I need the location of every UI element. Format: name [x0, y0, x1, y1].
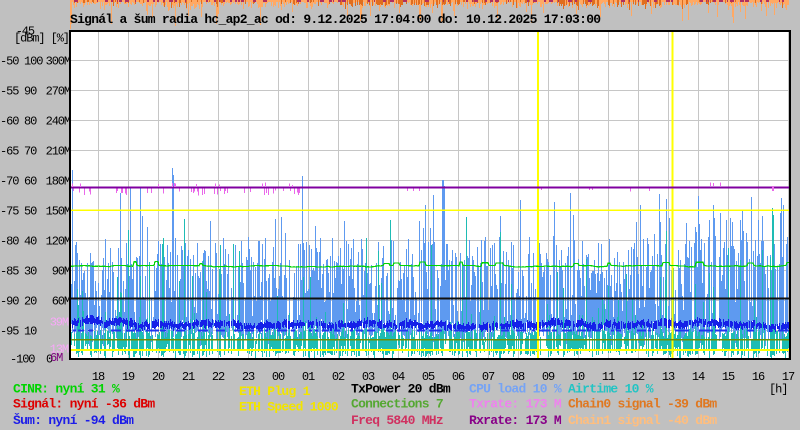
svg-text:300M: 300M: [46, 55, 71, 69]
svg-text:60M: 60M: [52, 295, 71, 309]
svg-text:11: 11: [602, 370, 615, 384]
svg-text:20: 20: [24, 295, 37, 309]
svg-text:-50: -50: [0, 55, 19, 69]
svg-text:12: 12: [632, 370, 645, 384]
svg-text:-80: -80: [0, 235, 19, 249]
svg-text:Connections 7: Connections 7: [351, 397, 443, 412]
svg-text:16: 16: [752, 370, 765, 384]
svg-text:180M: 180M: [46, 175, 71, 189]
svg-text:39M: 39M: [50, 316, 69, 330]
svg-text:-90: -90: [0, 295, 19, 309]
svg-text:Signál: nyní -36 dBm: Signál: nyní -36 dBm: [13, 397, 155, 412]
svg-text:80: 80: [24, 115, 37, 129]
svg-text:-95: -95: [0, 325, 19, 339]
svg-text:6M: 6M: [50, 351, 63, 365]
svg-text:Airtime 10 %: Airtime 10 %: [568, 382, 654, 397]
svg-text:10: 10: [24, 325, 37, 339]
svg-text:210M: 210M: [46, 145, 71, 159]
svg-text:18: 18: [92, 370, 105, 384]
svg-text:Rxrate: 173 M: Rxrate: 173 M: [469, 413, 562, 428]
svg-text:20: 20: [152, 370, 165, 384]
svg-text:-60: -60: [0, 115, 19, 129]
svg-text:60: 60: [24, 175, 37, 189]
svg-text:240M: 240M: [46, 115, 71, 129]
svg-text:14: 14: [692, 370, 705, 384]
svg-text:23: 23: [242, 370, 255, 384]
svg-text:09: 09: [542, 370, 555, 384]
svg-text:120M: 120M: [46, 235, 71, 249]
svg-text:-75: -75: [0, 205, 19, 219]
svg-text:-70: -70: [0, 175, 19, 189]
svg-text:06: 06: [452, 370, 465, 384]
svg-text:07: 07: [482, 370, 495, 384]
svg-text:10: 10: [572, 370, 585, 384]
svg-text:Chain1 signal -40 dBm: Chain1 signal -40 dBm: [568, 413, 717, 428]
svg-text:19: 19: [122, 370, 135, 384]
svg-text:13: 13: [662, 370, 675, 384]
svg-text:50: 50: [24, 205, 37, 219]
svg-text:TxPower 20 dBm: TxPower 20 dBm: [351, 382, 451, 397]
svg-text:CINR: nyní 31 %: CINR: nyní 31 %: [13, 382, 120, 397]
svg-text:0: 0: [46, 353, 53, 367]
svg-text:Txrate: 173 M: Txrate: 173 M: [469, 397, 562, 412]
svg-text:90M: 90M: [52, 265, 71, 279]
svg-text:70: 70: [24, 145, 37, 159]
svg-text:08: 08: [512, 370, 525, 384]
svg-text:05: 05: [422, 370, 435, 384]
svg-text:ETH Plug 1: ETH Plug 1: [239, 384, 311, 399]
svg-text:21: 21: [182, 370, 195, 384]
svg-text:90: 90: [24, 85, 37, 99]
svg-text:150M: 150M: [46, 205, 71, 219]
svg-text:01: 01: [302, 370, 315, 384]
svg-text:22: 22: [212, 370, 225, 384]
svg-text:100: 100: [24, 55, 43, 69]
svg-text:270M: 270M: [46, 85, 71, 99]
svg-text:-100: -100: [10, 353, 35, 367]
svg-text:04: 04: [392, 370, 405, 384]
svg-text:Freq 5840 MHz: Freq 5840 MHz: [351, 413, 443, 428]
svg-text:15: 15: [722, 370, 735, 384]
svg-text:00: 00: [272, 370, 285, 384]
svg-text:03: 03: [362, 370, 375, 384]
svg-text:Chain0 signal -39 dBm: Chain0 signal -39 dBm: [568, 397, 717, 412]
svg-text:-85: -85: [0, 265, 19, 279]
svg-text:30: 30: [24, 265, 37, 279]
svg-text:17: 17: [782, 370, 795, 384]
svg-text:Šum: nyní -94 dBm: Šum: nyní -94 dBm: [13, 413, 134, 428]
svg-text:[h]: [h]: [769, 383, 787, 397]
svg-text:CPU load 10 %: CPU load 10 %: [469, 382, 562, 397]
svg-text:40: 40: [24, 235, 37, 249]
svg-text:-45: -45: [16, 25, 35, 39]
svg-text:02: 02: [332, 370, 345, 384]
svg-text:ETH Speed 1000: ETH Speed 1000: [239, 400, 339, 415]
svg-text:13M: 13M: [50, 343, 69, 357]
svg-text:-65: -65: [0, 145, 19, 159]
svg-text:-55: -55: [0, 85, 19, 99]
svg-text:Signál a šum radia hc_ap2_ac o: Signál a šum radia hc_ap2_ac od: 9.12.20…: [70, 12, 601, 27]
svg-text:[dBm] [%]: [dBm] [%]: [14, 32, 69, 46]
